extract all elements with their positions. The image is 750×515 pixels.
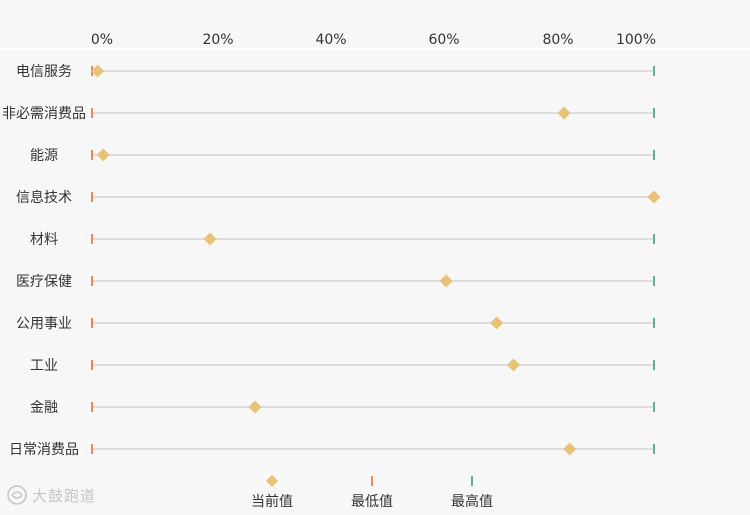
category-label: 电信服务 [16, 64, 72, 80]
category-label: 医疗保健 [16, 274, 72, 290]
legend-label: 最高值 [451, 493, 493, 510]
watermark: 大鼓跑道 [6, 484, 96, 506]
category-label: 金融 [30, 400, 58, 416]
legend: 当前值 最低值 最高值 [251, 475, 493, 510]
x-tick-label: 0% [91, 32, 113, 48]
row: 日常消费品 [9, 442, 655, 458]
current-value-marker [563, 442, 577, 456]
row: 电信服务 [16, 64, 655, 80]
category-label: 工业 [30, 358, 58, 374]
current-value-marker [557, 106, 571, 120]
row: 非必需消费品 [2, 106, 655, 122]
row: 金融 [30, 400, 655, 416]
legend-label: 当前值 [251, 493, 293, 510]
legend-label: 最低值 [351, 494, 393, 510]
current-value-marker [203, 232, 217, 246]
category-label: 公用事业 [16, 316, 72, 332]
current-value-marker [91, 64, 105, 78]
row: 工业 [30, 358, 655, 374]
category-label: 信息技术 [16, 189, 72, 206]
x-axis-ticks: 0% 20% 40% 60% 80% 100% [91, 32, 656, 48]
legend-diamond-icon [266, 475, 278, 487]
current-value-marker [248, 400, 262, 414]
legend-item: 最高值 [451, 476, 493, 510]
current-value-marker [647, 190, 661, 204]
row: 信息技术 [16, 189, 661, 206]
current-value-marker [96, 148, 110, 162]
row: 医疗保健 [16, 274, 655, 290]
category-label: 材料 [30, 232, 58, 248]
category-label: 能源 [30, 148, 58, 164]
legend-item: 最低值 [351, 476, 393, 510]
x-tick-label: 20% [202, 32, 233, 48]
watermark-text: 大鼓跑道 [32, 486, 97, 505]
x-tick-label: 80% [542, 32, 573, 48]
current-value-marker [490, 316, 504, 330]
row: 材料 [30, 232, 655, 248]
legend-item: 当前值 [251, 475, 293, 510]
category-label: 日常消费品 [9, 442, 79, 458]
logo-mark-icon [7, 485, 27, 505]
row: 能源 [30, 148, 655, 164]
x-tick-label: 60% [428, 32, 459, 48]
x-tick-label: 100% [616, 32, 656, 48]
x-tick-label: 40% [315, 32, 346, 48]
current-value-marker [439, 274, 453, 288]
row: 公用事业 [16, 316, 655, 332]
current-value-marker [507, 358, 520, 372]
category-label: 非必需消费品 [2, 106, 86, 122]
